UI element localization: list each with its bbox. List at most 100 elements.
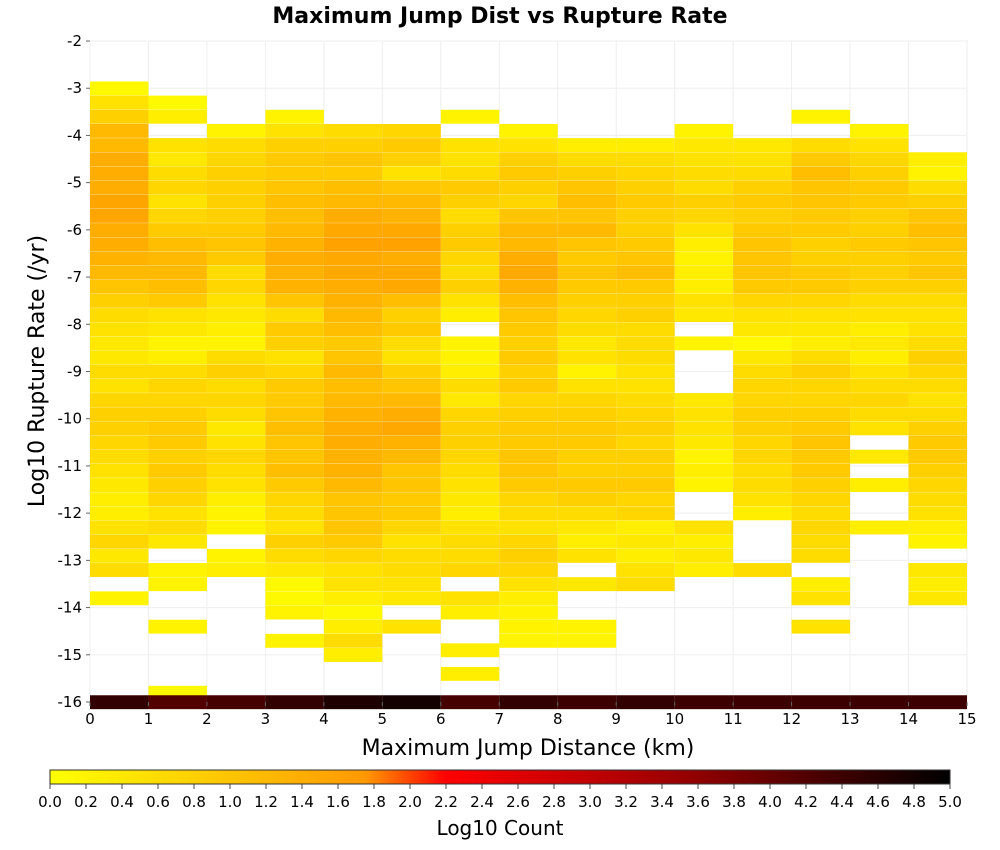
heatmap-cell — [499, 506, 558, 521]
heatmap-cell — [733, 478, 792, 492]
heatmap-cell — [206, 194, 266, 209]
heatmap-cell — [90, 407, 149, 422]
heatmap-cell — [499, 350, 558, 365]
heatmap-cell — [674, 520, 734, 535]
heatmap-cell — [908, 293, 967, 308]
heatmap-cell — [382, 237, 441, 252]
heatmap-cell — [616, 463, 675, 478]
heatmap-cell — [206, 350, 266, 365]
heatmap-cell — [850, 237, 909, 252]
heatmap-cell — [616, 548, 675, 563]
heatmap-cell — [148, 194, 207, 209]
heatmap-cell — [616, 223, 675, 237]
heatmap-cell — [148, 180, 207, 195]
heatmap-cell — [616, 138, 675, 153]
heatmap-cell — [674, 194, 734, 209]
heatmap-cell — [850, 223, 909, 237]
heatmap-cell — [499, 237, 558, 252]
heatmap-cell — [499, 293, 558, 308]
x-axis-label: Maximum Jump Distance (km) — [362, 736, 695, 761]
heatmap-cell — [90, 378, 149, 393]
heatmap-cell — [674, 308, 734, 322]
heatmap-cell — [733, 223, 792, 237]
x-tick-label: 1 — [144, 710, 154, 728]
heatmap-cell — [791, 449, 851, 464]
heatmap-cell — [733, 308, 792, 322]
heatmap-cell — [557, 152, 617, 167]
x-tick-label: 13 — [841, 710, 860, 728]
colorbar-tick-label: 1.2 — [254, 793, 278, 811]
heatmap-cell — [265, 520, 324, 535]
heatmap-cell — [616, 166, 675, 181]
heatmap-cell — [323, 237, 383, 252]
heatmap-cell — [206, 478, 266, 492]
heatmap-cell — [90, 138, 149, 153]
heatmap-cell — [206, 223, 266, 237]
heatmap-cell — [791, 237, 851, 252]
heatmap-cell — [382, 166, 441, 181]
heatmap-cell — [733, 449, 792, 464]
heatmap-cell — [265, 138, 324, 153]
heatmap-cell — [148, 265, 207, 280]
heatmap-cell — [908, 563, 967, 577]
heatmap-cell — [440, 666, 500, 681]
heatmap-cell — [850, 407, 909, 422]
heatmap-cell — [616, 435, 675, 450]
heatmap-cell — [265, 364, 324, 379]
heatmap-cell — [382, 421, 441, 436]
heatmap-cell — [908, 695, 967, 710]
heatmap-cell — [908, 364, 967, 379]
heatmap-cell — [440, 350, 500, 365]
heatmap-cell — [499, 393, 558, 407]
heatmap-cell — [440, 435, 500, 450]
heatmap-cell — [908, 421, 967, 436]
y-tick-label: -10 — [58, 410, 83, 428]
heatmap-cell — [323, 138, 383, 153]
heatmap-cell — [440, 194, 500, 209]
heatmap-cell — [148, 364, 207, 379]
heatmap-cell — [733, 463, 792, 478]
heatmap-cell — [440, 279, 500, 294]
heatmap-cell — [90, 251, 149, 266]
heatmap-cell — [674, 138, 734, 153]
heatmap-cell — [499, 534, 558, 549]
colorbar-tick-label: 1.8 — [362, 793, 386, 811]
heatmap-cell — [557, 548, 617, 563]
heatmap-cell — [908, 208, 967, 223]
heatmap-cell — [323, 619, 383, 634]
y-axis-label: Log10 Rupture Rate (/yr) — [25, 235, 50, 507]
heatmap-cell — [791, 478, 851, 492]
heatmap-cell — [440, 492, 500, 507]
heatmap-cell — [382, 463, 441, 478]
heatmap-cell — [616, 237, 675, 252]
heatmap-cell — [499, 633, 558, 648]
heatmap-cell — [791, 421, 851, 436]
heatmap-cell — [265, 308, 324, 322]
colorbar-tick-label: 4.8 — [902, 793, 926, 811]
heatmap-cell — [791, 166, 851, 181]
heatmap-cell — [850, 138, 909, 153]
heatmap-cell — [908, 506, 967, 521]
heatmap-cell — [440, 138, 500, 153]
heatmap-cell — [791, 520, 851, 535]
heatmap-cell — [323, 251, 383, 266]
heatmap-cell — [148, 695, 207, 710]
heatmap-cell — [908, 152, 967, 167]
heatmap-cell — [499, 407, 558, 422]
heatmap-cell — [90, 350, 149, 365]
heatmap-cell — [90, 279, 149, 294]
colorbar — [49, 769, 951, 785]
heatmap-cell — [499, 619, 558, 634]
heatmap-cell — [265, 449, 324, 464]
heatmap-cell — [382, 123, 441, 138]
y-tick-label: -4 — [67, 126, 82, 144]
x-tick-label: 12 — [782, 710, 801, 728]
heatmap-cell — [850, 520, 909, 535]
colorbar-tick-label: 4.6 — [866, 793, 890, 811]
heatmap-cell — [791, 152, 851, 167]
x-tick-label: 14 — [899, 710, 918, 728]
heatmap-cell — [674, 478, 734, 492]
heatmap-cell — [499, 364, 558, 379]
heatmap-cell — [674, 421, 734, 436]
heatmap-cell — [791, 208, 851, 223]
